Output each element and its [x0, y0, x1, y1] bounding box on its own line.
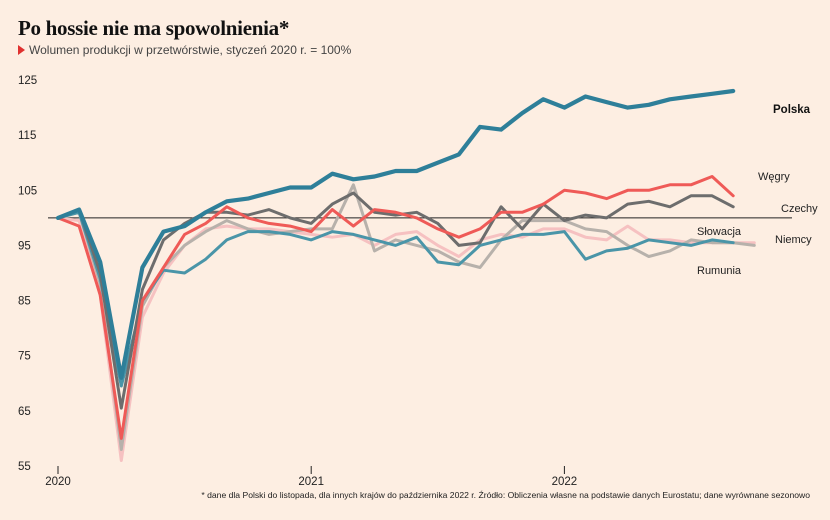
x-tick-label: 2021 — [298, 476, 324, 488]
y-tick-label: 75 — [18, 351, 31, 363]
series-line-polska — [55, 88, 736, 380]
series-label: Polska — [773, 104, 811, 116]
chart-subtitle-text: Wolumen produkcji w przetwórstwie, stycz… — [29, 43, 352, 57]
x-tick-label: 2020 — [45, 476, 71, 488]
series-label: Słowacja — [697, 226, 742, 238]
series-line-w-gry — [56, 175, 735, 440]
series-line-rumunia — [56, 216, 756, 462]
series-label: Węgry — [758, 171, 790, 183]
series-line-s-owacja — [56, 183, 756, 451]
triangle-marker-icon — [18, 45, 25, 55]
y-tick-label: 55 — [18, 461, 31, 473]
series-line-czechy — [56, 191, 735, 410]
y-tick-label: 95 — [18, 240, 31, 252]
series-label: Niemcy — [775, 234, 812, 246]
series-label: Czechy — [781, 203, 818, 215]
y-tick-label: 115 — [18, 130, 36, 142]
y-tick-label: 85 — [18, 296, 31, 308]
series-label: Rumunia — [697, 265, 742, 277]
footnote: * dane dla Polski do listopada, dla inny… — [201, 490, 810, 500]
chart-title: Po hossie nie ma spowolnienia* — [18, 16, 290, 40]
x-tick-label: 2022 — [552, 476, 578, 488]
y-tick-label: 105 — [18, 185, 37, 197]
y-tick-label: 65 — [18, 406, 31, 418]
y-tick-label: 125 — [18, 75, 37, 87]
chart-subtitle: Wolumen produkcji w przetwórstwie, stycz… — [18, 43, 351, 57]
series-line-niemcy — [56, 210, 735, 388]
